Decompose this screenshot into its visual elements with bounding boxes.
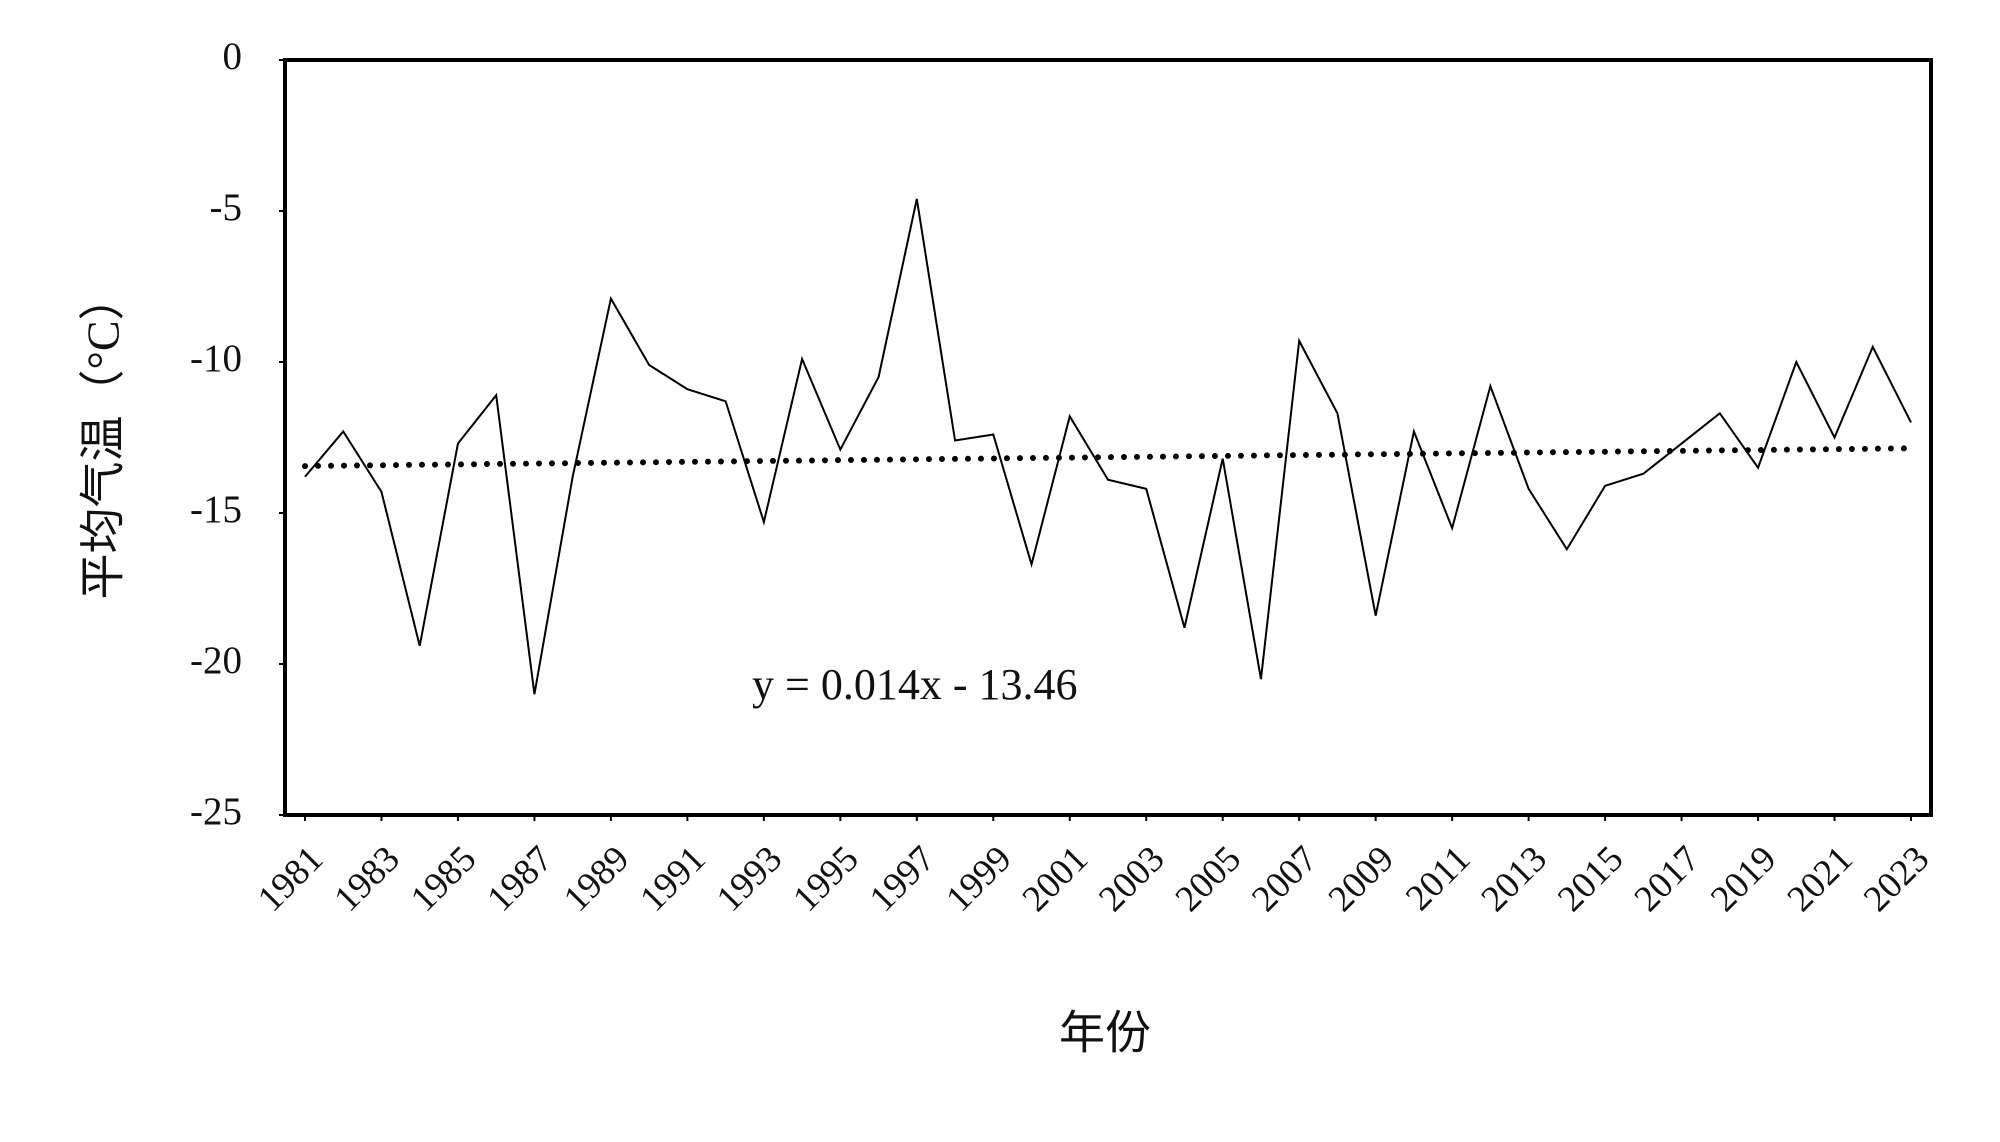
- x-tick-label: 2003: [1091, 838, 1172, 919]
- x-tick-label: 1995: [785, 838, 866, 919]
- x-tick-label: 1993: [709, 838, 790, 919]
- x-tick-label: 2005: [1168, 838, 1249, 919]
- x-tick-label: 1991: [632, 838, 713, 919]
- x-tick-label: 2011: [1398, 838, 1478, 918]
- y-tick-label: -15: [190, 488, 242, 531]
- x-tick-label: 2023: [1856, 838, 1937, 919]
- x-axis-title: 年份: [1059, 1008, 1151, 1059]
- trend-equation: y = 0.014x - 13.46: [752, 660, 1077, 709]
- x-tick-label: 1987: [479, 838, 560, 919]
- data-line: [304, 198, 1912, 695]
- x-tick-label: 2019: [1703, 838, 1784, 919]
- x-tick-label: 2001: [1015, 838, 1096, 919]
- x-tick-label: 2015: [1550, 838, 1631, 919]
- y-tick-label: -20: [190, 639, 242, 682]
- x-tick-label: 2007: [1244, 838, 1325, 919]
- x-tick-label: 2017: [1627, 838, 1708, 919]
- y-tick-label: -5: [210, 186, 243, 229]
- y-tick-label: -10: [190, 337, 242, 380]
- x-tick-label: 2021: [1780, 838, 1861, 919]
- trend-line: [302, 445, 1914, 470]
- y-tick-label: -25: [190, 790, 242, 833]
- x-tick-label: 1981: [250, 838, 331, 919]
- y-tick-label: 0: [223, 35, 243, 78]
- y-axis-title: 平均气温（°C）: [78, 274, 129, 599]
- x-tick-label: 2009: [1321, 838, 1402, 919]
- x-tick-label: 2013: [1474, 838, 1555, 919]
- x-tick-label: 1989: [556, 838, 637, 919]
- x-tick-label: 1983: [327, 838, 408, 919]
- x-tick-label: 1985: [403, 838, 484, 919]
- x-tick-label: 1997: [862, 838, 943, 919]
- plot-frame: [283, 58, 1933, 817]
- x-tick-label: 1999: [938, 838, 1019, 919]
